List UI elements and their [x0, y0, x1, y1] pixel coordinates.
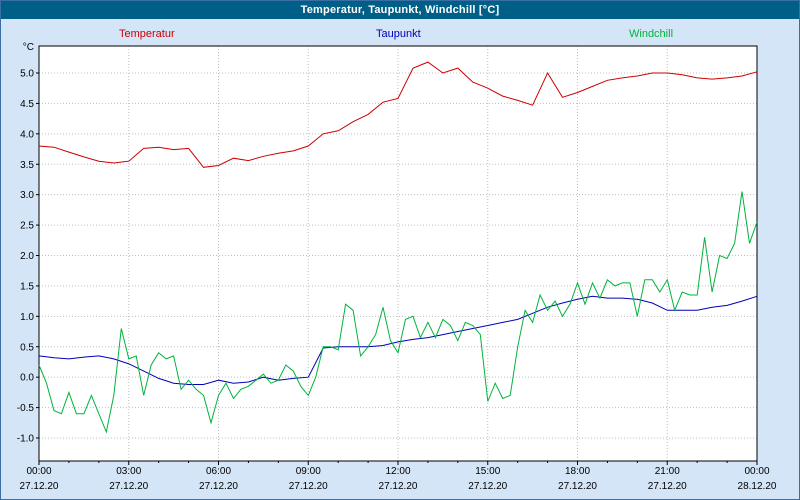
y-axis-tick-label: 3.0 — [20, 190, 34, 201]
x-axis-time-label: 15:00 — [475, 466, 500, 477]
y-axis-tick-label: -1.0 — [17, 434, 35, 445]
x-axis-time-label: 03:00 — [116, 466, 141, 477]
y-axis-tick-label: 0.0 — [20, 373, 34, 384]
y-axis-tick-label: 0.5 — [20, 342, 34, 353]
x-axis-date-label: 28.12.20 — [738, 481, 777, 492]
x-axis-time-label: 12:00 — [385, 466, 410, 477]
legend-windchill: Windchill — [629, 28, 674, 40]
series-line-windchill — [38, 191, 758, 434]
x-axis-date-label: 27.12.20 — [468, 481, 507, 492]
y-axis-unit-label: °C — [23, 42, 34, 53]
y-axis-tick-label: 4.0 — [20, 129, 34, 140]
x-axis-date-label: 27.12.20 — [109, 481, 148, 492]
x-axis-date-label: 27.12.20 — [289, 481, 328, 492]
legend-temperatur: Temperatur — [119, 28, 175, 40]
x-axis-date-label: 27.12.20 — [20, 481, 59, 492]
window-title: Temperatur, Taupunkt, Windchill [°C] — [1, 1, 799, 19]
series-line-taupunkt — [38, 295, 758, 385]
x-axis-date-label: 27.12.20 — [558, 481, 597, 492]
series-line-temperatur — [38, 61, 758, 168]
x-axis-date-label: 27.12.20 — [379, 481, 418, 492]
y-axis-tick-label: 1.5 — [20, 281, 34, 292]
y-axis-tick-label: -0.5 — [17, 403, 35, 414]
y-axis-tick-label: 2.0 — [20, 251, 34, 262]
y-axis-tick-label: 4.5 — [20, 99, 34, 110]
x-axis-time-label: 09:00 — [296, 466, 321, 477]
x-axis-date-label: 27.12.20 — [648, 481, 687, 492]
x-axis-time-label: 18:00 — [565, 466, 590, 477]
y-axis-tick-label: 1.0 — [20, 312, 34, 323]
plot-frame — [38, 45, 758, 462]
x-axis-time-label: 00:00 — [26, 466, 51, 477]
x-axis-time-label: 00:00 — [744, 466, 769, 477]
x-axis-time-label: 06:00 — [206, 466, 231, 477]
x-axis-date-label: 27.12.20 — [199, 481, 238, 492]
x-axis-time-label: 21:00 — [655, 466, 680, 477]
y-axis-tick-label: 2.5 — [20, 221, 34, 232]
legend-taupunkt: Taupunkt — [376, 28, 421, 40]
y-axis-tick-label: 3.5 — [20, 160, 34, 171]
y-axis-tick-label: 5.0 — [20, 69, 34, 80]
